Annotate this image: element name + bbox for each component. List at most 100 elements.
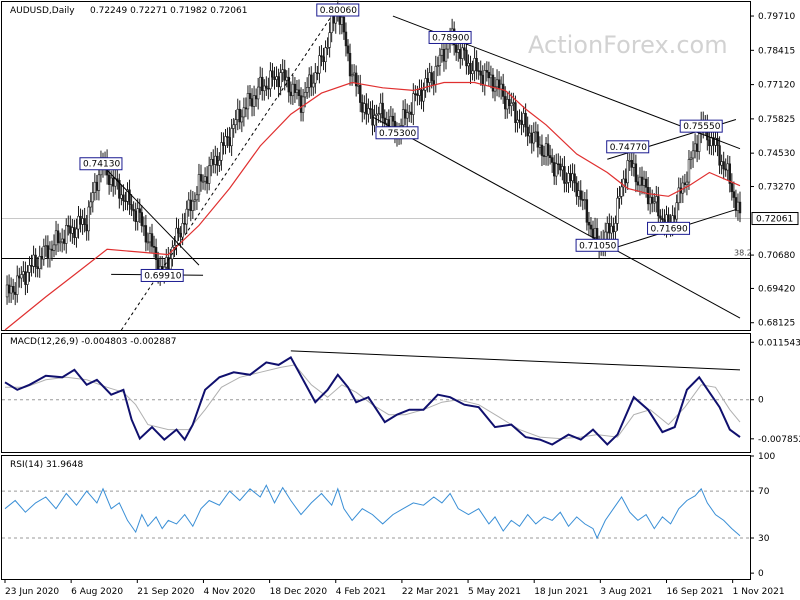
candle-body [316, 72, 319, 75]
candle-body [571, 173, 574, 182]
candle-body [685, 181, 689, 185]
price-label-text: 0.69910 [144, 271, 181, 281]
candle-body [465, 49, 468, 67]
candle-body [293, 83, 297, 93]
candle-body [259, 76, 262, 88]
candle-body [303, 91, 307, 98]
candle-body [499, 83, 503, 90]
candle-body [363, 103, 366, 113]
candle-body [436, 65, 440, 67]
candle-body [281, 69, 284, 73]
candle-body [107, 174, 111, 185]
candle-body [606, 222, 609, 233]
candle-body [646, 187, 650, 205]
candle-body [193, 199, 197, 202]
candle-body [420, 89, 423, 102]
rsi-axis-label: 0 [758, 569, 764, 579]
candle-body [548, 155, 552, 158]
candle-body [248, 93, 252, 99]
candle-body [485, 70, 489, 73]
candle-body [26, 272, 29, 285]
candle-body [520, 120, 523, 125]
candle-body [207, 165, 211, 184]
candle-body [195, 194, 199, 201]
candle-body [481, 74, 484, 86]
candle-body [275, 76, 278, 80]
candle-body [569, 173, 572, 182]
candle-body [406, 112, 409, 119]
candle-body [205, 176, 209, 184]
candle-body [60, 238, 64, 243]
candle-body [36, 266, 39, 269]
candle-body [579, 190, 582, 200]
candle-body [187, 199, 190, 210]
candle-body [138, 208, 141, 213]
candle-body [320, 55, 323, 58]
candle-body [581, 199, 584, 201]
candle-body [97, 174, 101, 191]
candle-body [7, 284, 11, 294]
candle-body [377, 113, 380, 115]
price-labels-layer: 0.80060 0.78900 0.75300 0.74130 0.69910 0.747… [79, 3, 723, 282]
candle-body [218, 159, 221, 166]
candle-body [538, 144, 542, 148]
price-label-box [679, 119, 723, 133]
candle-body [401, 109, 405, 126]
candle-body [132, 209, 135, 212]
price-label-box [606, 140, 650, 154]
candle-body [418, 89, 421, 96]
candle-body [385, 119, 388, 124]
candle-body [730, 183, 734, 192]
candle-body [373, 115, 376, 126]
x-axis: 23 Jun 2020 6 Aug 2020 21 Sep 2020 4 Nov 20… [4, 579, 785, 597]
candle-body [644, 178, 648, 188]
candle-body [455, 44, 458, 53]
price-panel [1, 1, 751, 331]
candle-body [530, 132, 533, 144]
candle-body [134, 210, 137, 222]
candle-body [632, 163, 636, 168]
candle-body [618, 196, 621, 199]
price-axis: 0.79710 0.78415 0.77120 0.75825 0.74530 0.732… [750, 12, 799, 329]
candle-body [640, 176, 644, 186]
macd-main-line [4, 355, 741, 446]
candle-body [22, 271, 25, 275]
candle-body [228, 137, 231, 147]
candle-body [285, 76, 288, 81]
candle-body [297, 89, 301, 96]
candle-body [361, 102, 364, 113]
candle-body [610, 225, 613, 234]
price-label-text: 0.80060 [320, 6, 357, 16]
candle-body [534, 131, 538, 134]
candle-body [726, 163, 729, 171]
chart-symbol: AUDUSD,Daily [10, 6, 75, 16]
candle-body [473, 57, 476, 72]
candle-body [428, 72, 431, 83]
price-label-box [79, 157, 123, 171]
price-axis-label: 0.73270 [758, 183, 795, 193]
price-label-text: 0.75550 [683, 122, 720, 132]
fib-level-label: 38.2 [734, 249, 752, 258]
candle-body [322, 56, 325, 63]
macd-panel [1, 333, 751, 453]
candle-body [146, 241, 150, 244]
candle-body [142, 225, 146, 227]
candle-body [379, 102, 382, 114]
candle-body [434, 66, 437, 85]
candle-body [589, 224, 593, 230]
candle-body [50, 248, 54, 251]
candle-body [414, 93, 417, 95]
candle-body [410, 111, 413, 115]
candle-body [32, 254, 35, 267]
candle-body [716, 137, 719, 146]
watermark: ActionForex.com [528, 31, 728, 59]
rsi-line [4, 484, 741, 540]
candle-body [563, 166, 566, 184]
candle-body [422, 89, 425, 102]
candle-body [42, 246, 45, 260]
candle-body [695, 143, 699, 152]
x-axis-label: 16 Sep 2021 [667, 587, 724, 597]
x-axis-label: 18 Jun 2021 [534, 587, 588, 597]
candle-body [299, 95, 303, 113]
